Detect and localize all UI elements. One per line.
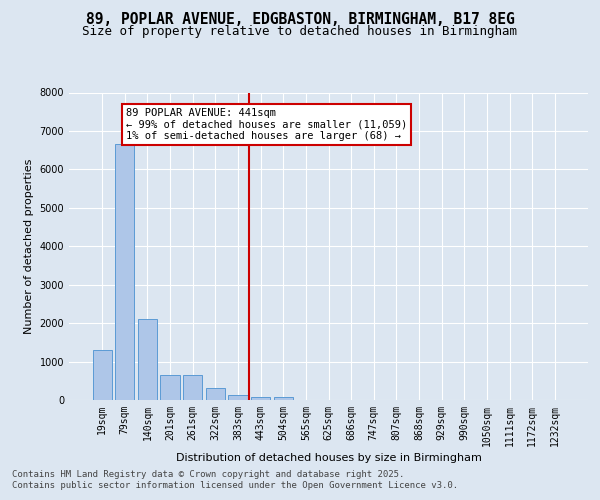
Text: 89, POPLAR AVENUE, EDGBASTON, BIRMINGHAM, B17 8EG: 89, POPLAR AVENUE, EDGBASTON, BIRMINGHAM…	[86, 12, 514, 28]
Bar	[138, 320, 157, 400]
Y-axis label: Number of detached properties: Number of detached properties	[24, 158, 34, 334]
Text: Size of property relative to detached houses in Birmingham: Size of property relative to detached ho…	[83, 25, 517, 38]
Bar	[229, 395, 248, 400]
Bar	[206, 388, 225, 400]
Bar	[274, 397, 293, 400]
Bar	[251, 397, 270, 400]
Text: Contains HM Land Registry data © Crown copyright and database right 2025.: Contains HM Land Registry data © Crown c…	[12, 470, 404, 479]
Bar	[115, 144, 134, 400]
X-axis label: Distribution of detached houses by size in Birmingham: Distribution of detached houses by size …	[176, 453, 481, 463]
Text: Contains public sector information licensed under the Open Government Licence v3: Contains public sector information licen…	[12, 481, 458, 490]
Bar	[160, 375, 180, 400]
Text: 89 POPLAR AVENUE: 441sqm
← 99% of detached houses are smaller (11,059)
1% of sem: 89 POPLAR AVENUE: 441sqm ← 99% of detach…	[126, 108, 407, 141]
Bar	[183, 375, 202, 400]
Bar	[92, 350, 112, 400]
